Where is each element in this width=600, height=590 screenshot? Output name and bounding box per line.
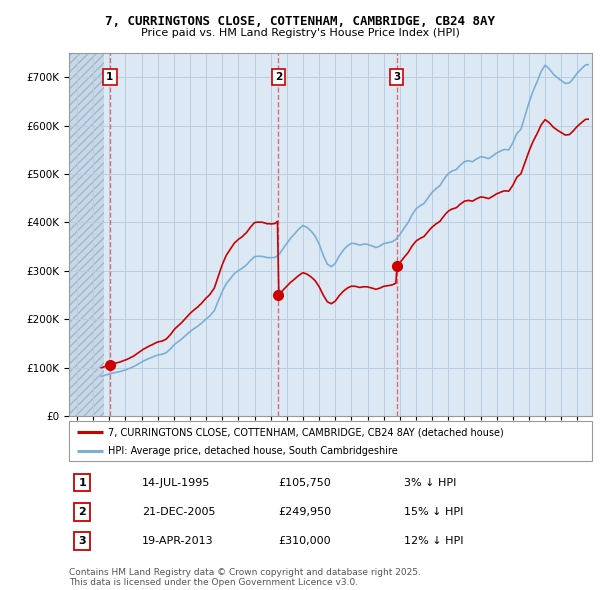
Text: 7, CURRINGTONS CLOSE, COTTENHAM, CAMBRIDGE, CB24 8AY: 7, CURRINGTONS CLOSE, COTTENHAM, CAMBRID… <box>105 15 495 28</box>
Text: £249,950: £249,950 <box>278 507 331 517</box>
Text: 15% ↓ HPI: 15% ↓ HPI <box>404 507 463 517</box>
Text: 14-JUL-1995: 14-JUL-1995 <box>142 477 211 487</box>
Text: Price paid vs. HM Land Registry's House Price Index (HPI): Price paid vs. HM Land Registry's House … <box>140 28 460 38</box>
Text: 1: 1 <box>106 73 113 82</box>
Text: 2: 2 <box>78 507 86 517</box>
Text: 12% ↓ HPI: 12% ↓ HPI <box>404 536 463 546</box>
Text: 3: 3 <box>78 536 86 546</box>
Text: Contains HM Land Registry data © Crown copyright and database right 2025.
This d: Contains HM Land Registry data © Crown c… <box>69 568 421 587</box>
Text: 19-APR-2013: 19-APR-2013 <box>142 536 214 546</box>
Text: 1: 1 <box>78 477 86 487</box>
Text: £105,750: £105,750 <box>278 477 331 487</box>
Text: HPI: Average price, detached house, South Cambridgeshire: HPI: Average price, detached house, Sout… <box>108 447 398 456</box>
Text: 21-DEC-2005: 21-DEC-2005 <box>142 507 216 517</box>
Text: £310,000: £310,000 <box>278 536 331 546</box>
Text: 7, CURRINGTONS CLOSE, COTTENHAM, CAMBRIDGE, CB24 8AY (detached house): 7, CURRINGTONS CLOSE, COTTENHAM, CAMBRID… <box>108 428 504 438</box>
Text: 3% ↓ HPI: 3% ↓ HPI <box>404 477 456 487</box>
Bar <box>69 53 104 416</box>
Text: 3: 3 <box>393 73 400 82</box>
Text: 2: 2 <box>275 73 282 82</box>
